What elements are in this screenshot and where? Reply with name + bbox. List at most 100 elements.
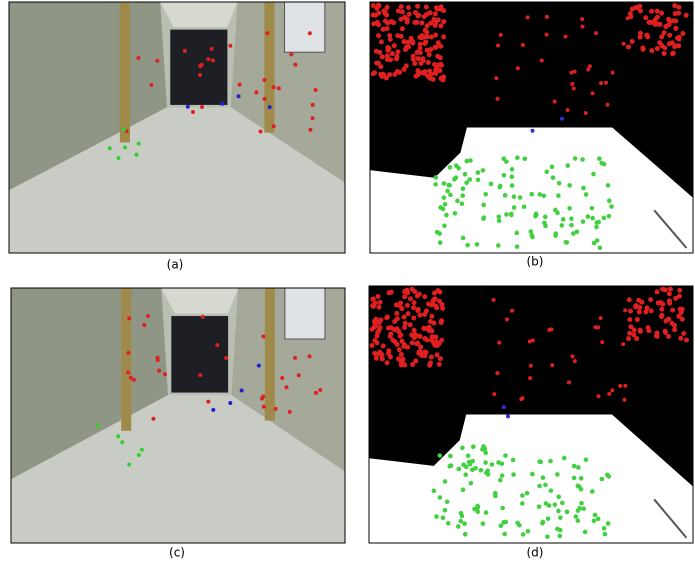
feature-point — [623, 308, 627, 312]
feature-point — [481, 168, 486, 173]
feature-point — [402, 325, 407, 330]
feature-point — [410, 362, 415, 367]
feature-point — [666, 334, 671, 339]
caption: (c) — [169, 546, 185, 560]
feature-point — [422, 326, 427, 331]
feature-point — [561, 217, 566, 222]
feature-point — [137, 142, 141, 146]
feature-point — [288, 410, 292, 414]
feature-point — [198, 64, 202, 68]
feature-point — [428, 10, 433, 15]
feature-point — [211, 408, 215, 412]
feature-point — [155, 59, 159, 63]
feature-point — [556, 193, 561, 198]
feature-point — [546, 516, 551, 521]
feature-point — [483, 460, 488, 465]
feature-point — [656, 300, 661, 305]
feature-point — [470, 467, 475, 472]
feature-point — [206, 57, 210, 61]
feature-point — [374, 351, 379, 356]
feature-point — [461, 236, 466, 241]
feature-point — [550, 363, 554, 367]
feature-point — [481, 215, 486, 220]
feature-point — [260, 397, 264, 401]
feature-point — [600, 477, 605, 482]
feature-point — [564, 240, 569, 245]
feature-point — [588, 64, 592, 68]
feature-point — [573, 156, 578, 161]
feature-point — [549, 327, 553, 331]
feature-point — [429, 34, 434, 39]
feature-point — [265, 31, 269, 35]
feature-point — [387, 72, 392, 77]
feature-point — [314, 391, 318, 395]
feature-point — [261, 335, 265, 339]
feature-point — [412, 61, 417, 66]
feature-point — [377, 305, 382, 310]
feature-point — [475, 509, 480, 514]
feature-point — [446, 521, 451, 526]
feature-point — [237, 94, 241, 98]
feature-point — [441, 34, 446, 39]
feature-point — [596, 517, 601, 522]
feature-point — [504, 159, 509, 164]
feature-point — [654, 333, 659, 338]
feature-point — [409, 332, 414, 337]
feature-point — [638, 328, 643, 333]
feature-point — [390, 51, 395, 56]
feature-point — [502, 532, 507, 537]
feature-point — [511, 458, 516, 463]
feature-point — [409, 36, 414, 41]
feature-point — [662, 45, 667, 50]
feature-point — [526, 529, 531, 534]
feature-point — [570, 354, 574, 358]
feature-point — [543, 483, 548, 488]
feature-point — [479, 468, 484, 473]
feature-point — [427, 363, 432, 368]
feature-point — [505, 317, 509, 321]
feature-point — [649, 48, 654, 53]
feature-point — [569, 216, 574, 221]
feature-point — [626, 44, 631, 49]
feature-point — [211, 58, 215, 62]
feature-point — [380, 54, 385, 59]
feature-point — [593, 513, 598, 518]
feature-point — [462, 521, 467, 526]
feature-point — [415, 4, 420, 9]
feature-point — [438, 356, 443, 361]
feature-point — [492, 392, 496, 396]
feature-point — [607, 392, 611, 396]
feature-point — [431, 77, 436, 82]
feature-point — [459, 519, 464, 524]
feature-point — [639, 300, 644, 305]
feature-point — [542, 221, 547, 226]
feature-point — [420, 33, 425, 38]
pillar — [120, 2, 130, 143]
feature-point — [418, 46, 423, 51]
feature-point — [602, 216, 607, 221]
feature-point — [429, 71, 434, 76]
feature-point — [432, 62, 437, 67]
feature-point — [673, 26, 678, 31]
feature-point — [318, 388, 322, 392]
feature-point — [476, 505, 481, 510]
feature-point — [437, 362, 442, 367]
feature-point — [499, 524, 504, 529]
feature-point — [563, 34, 567, 38]
feature-point — [433, 304, 438, 309]
feature-point — [386, 325, 391, 330]
feature-point — [495, 371, 499, 375]
feature-point — [471, 444, 476, 449]
feature-point — [272, 124, 276, 128]
feature-point — [443, 508, 448, 513]
feature-point — [540, 58, 544, 62]
feature-point — [511, 472, 516, 477]
feature-point — [500, 506, 505, 511]
feature-point — [420, 58, 425, 63]
segmentation-map — [370, 2, 693, 253]
feature-point — [405, 290, 410, 295]
feature-point — [493, 494, 498, 499]
feature-point — [433, 182, 438, 187]
feature-point — [498, 478, 503, 483]
feature-point — [520, 493, 525, 498]
